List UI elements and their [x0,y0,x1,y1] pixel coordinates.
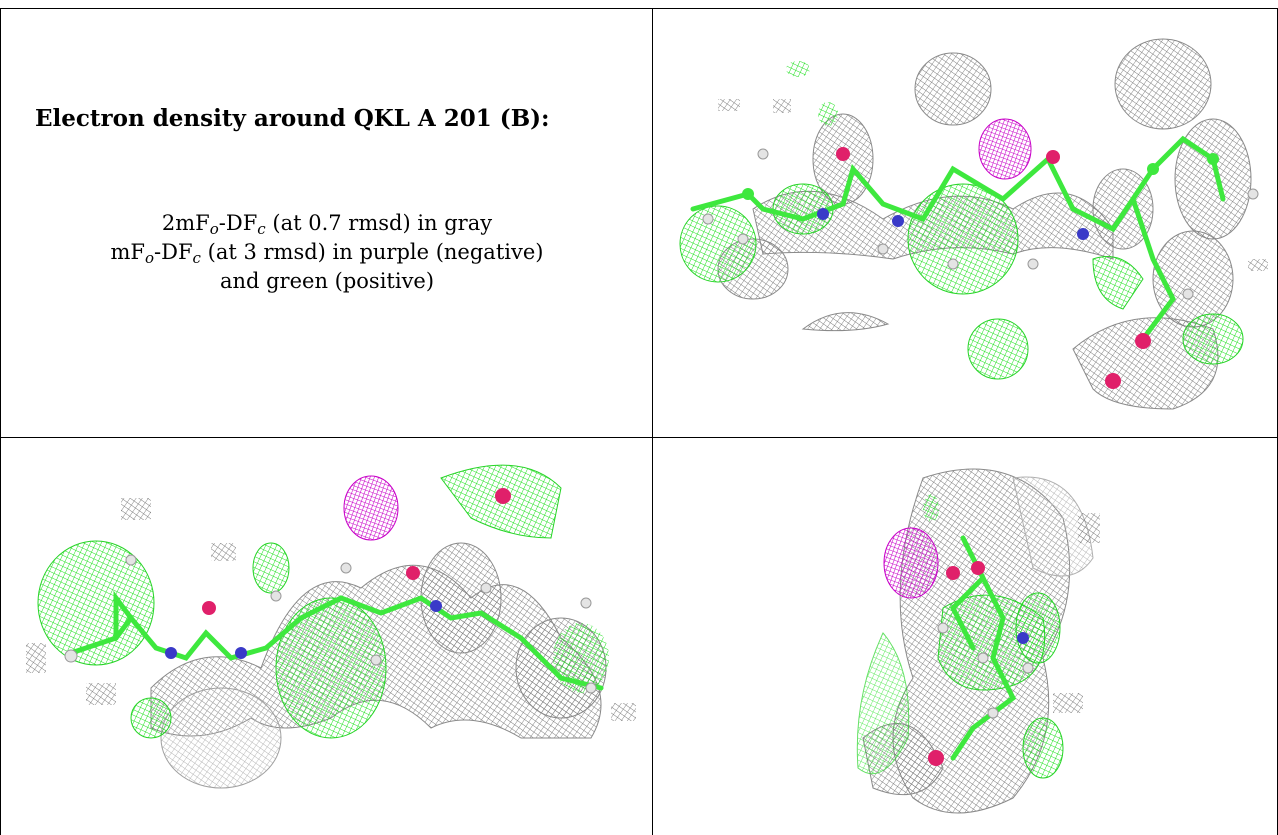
border-top [0,8,1278,9]
purple-mesh-region [343,475,399,541]
figure-title: Electron density around QKL A 201 (B): [35,105,550,132]
legend-line-green: and green (positive) [219,269,435,293]
green-mesh-regions [37,464,609,739]
green-mesh-regions [856,494,1064,779]
ligand-model [64,488,604,694]
density-view-3 [653,438,1277,835]
density-view-1 [653,9,1277,437]
purple-mesh-region [883,527,939,599]
ligand-model [928,535,1034,766]
density-view-2 [1,438,652,835]
border-left [0,8,1,835]
caption-cell: Electron density around QKL A 201 (B): 2… [1,9,652,437]
green-mesh-regions [679,61,1244,380]
legend-text: 2mFo-DFc (at 0.7 rmsd) in gray mFo-DFc (… [1,209,652,296]
ligand-model [690,135,1259,389]
legend-line-diff: mFo-DFc (at 3 rmsd) in purple (negative) [110,240,544,267]
purple-mesh-region [978,118,1032,180]
border-middle-h [0,437,1278,438]
legend-line-gray: 2mFo-DFc (at 0.7 rmsd) in gray [161,211,493,238]
border-middle [652,8,653,835]
